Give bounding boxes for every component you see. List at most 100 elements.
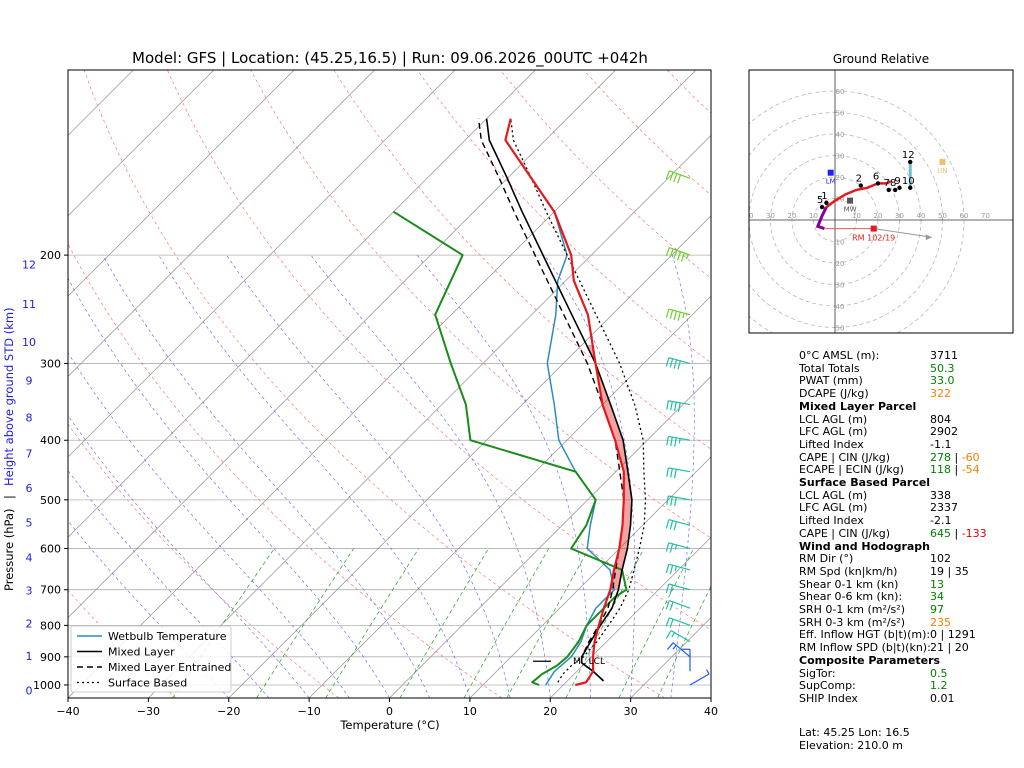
stat-row: RM Dir (°) 102	[799, 553, 1019, 566]
stat-value: 2337	[930, 501, 958, 515]
mixing-ratio-line	[256, 548, 354, 698]
hodograph-point	[886, 187, 891, 193]
hodograph-ring-label: 50	[836, 110, 845, 118]
barb-flag	[665, 308, 670, 318]
wind-barb	[689, 669, 710, 686]
km-tick-label: 10	[22, 336, 36, 349]
barb-half-flag	[671, 632, 675, 638]
stat-value: -1.1	[930, 437, 952, 451]
barb-half-flag	[682, 313, 685, 319]
stat-value: 322	[930, 387, 951, 401]
km-tick-label: 1	[26, 650, 33, 663]
legend-wetbulb: Wetbulb Temperature	[108, 630, 227, 643]
x-tick-label: 40	[704, 705, 718, 718]
barb-flag	[665, 630, 672, 639]
stat-label: 0°C AMSL (m):	[799, 349, 880, 362]
barb-flag	[665, 542, 670, 552]
barb-half-flag	[672, 644, 677, 650]
stat-label: RM Inflow SPD (b|t)(kn):	[799, 641, 931, 655]
stat-label: SRH 0-3 km (m²/s²)	[799, 615, 905, 629]
mixing-ratio-line	[325, 548, 420, 698]
stat-row: LCL AGL (m) 804	[799, 413, 1019, 427]
stat-row: Eff. Inflow HGT (b|t)(m): 0 | 1291	[799, 629, 1019, 642]
stat-label: Shear 0-1 km (kn)	[799, 577, 899, 591]
stat-label: SigTor:	[799, 666, 836, 680]
isotherm	[68, 70, 456, 458]
wind-barb	[681, 648, 691, 672]
moist-adiabat	[158, 254, 471, 698]
mixing-ratio-line	[657, 585, 711, 698]
stat-value: 102	[930, 552, 951, 566]
isotherm	[68, 70, 134, 136]
km-tick-label: 6	[26, 482, 33, 495]
stat-value: 1.2	[930, 679, 948, 693]
barb-flag	[669, 171, 674, 181]
isotherm	[469, 456, 711, 698]
hodograph-tick-label: 20	[874, 212, 883, 220]
stat-label: SupComp:	[799, 679, 856, 693]
hodograph-ring-label: 30	[836, 153, 845, 161]
isotherm	[148, 134, 711, 698]
barb-flag	[665, 247, 670, 257]
barb-flag	[674, 437, 677, 447]
mixing-ratio-line	[565, 548, 645, 698]
barb-flag	[673, 173, 678, 183]
wind-barb	[665, 563, 691, 575]
hodograph-ring-label: 20	[836, 260, 845, 268]
hodograph-frame	[748, 69, 1014, 334]
barb-staff	[668, 583, 691, 591]
stat-row: SupComp: 1.2	[799, 680, 1019, 693]
hodograph-trace-upper	[825, 180, 892, 209]
barb-staff	[669, 247, 691, 256]
y-tick-label: 500	[40, 494, 61, 507]
isotherm	[68, 70, 697, 698]
barb-flag	[677, 311, 681, 321]
hodograph-title: Ground Relative	[833, 52, 929, 66]
hodograph-ring-label: 50	[836, 325, 845, 333]
ml-cape-row: CAPE | CIN (J/kg) 278 | -60	[799, 450, 980, 464]
hodograph-tick-label: 40	[745, 212, 754, 220]
barb-flag	[673, 250, 678, 259]
km-tick-label: 0	[26, 684, 33, 697]
x-tick-label: −20	[217, 705, 240, 718]
wind-barb	[665, 583, 691, 594]
moist-adiabat	[68, 470, 270, 698]
stat-row: SRH 0-1 km (m²/s²) 97	[799, 603, 1019, 617]
y2-axis-label: Height above ground STD (km)	[2, 307, 16, 486]
legend-mixed-layer-entrained: Mixed Layer Entrained	[108, 661, 231, 674]
barb-flag	[680, 252, 685, 262]
hodograph-height-label: 5	[817, 195, 823, 206]
barb-flag	[673, 310, 678, 320]
stat-row: RM Inflow SPD (b|t)(kn): 21 | 20	[799, 641, 1019, 655]
hodograph-ring-label: 30	[836, 282, 845, 290]
barb-staff	[669, 170, 691, 179]
barb-flag	[666, 467, 669, 477]
stat-row: SigTor: 0.5	[799, 666, 1019, 681]
barb-flag	[665, 617, 670, 627]
barb-half-flag	[674, 544, 678, 550]
x-tick-label: 20	[543, 705, 557, 718]
skewt-grid	[68, 70, 711, 698]
barb-staff	[668, 495, 691, 501]
stat-value: 0.01	[930, 691, 955, 705]
isotherm	[389, 376, 711, 698]
moist-adiabat	[68, 414, 310, 698]
x-tick-label: 30	[624, 705, 638, 718]
dry-adiabat	[416, 70, 711, 364]
wind-barb	[665, 542, 691, 553]
hodograph-trace-0-1km	[815, 206, 828, 231]
hodograph-ring-label: 60	[836, 88, 845, 96]
barb-flag	[676, 174, 682, 184]
hodograph-height-label: 8	[890, 178, 896, 189]
moist-adiabat	[226, 254, 511, 698]
x-tick-label: −40	[56, 705, 79, 718]
sb-header: Surface Based Parcel	[799, 476, 931, 490]
hodograph-tick-label: 30	[766, 212, 775, 220]
dry-adiabat	[68, 423, 339, 698]
barb-flag	[673, 521, 678, 531]
legend: Wetbulb Temperature Mixed Layer Mixed Laye…	[70, 625, 232, 693]
hodograph-height-label: 6	[873, 171, 879, 182]
mixed-layer-line	[485, 118, 633, 682]
barb-flag	[669, 248, 674, 258]
stat-value: 13	[930, 577, 944, 591]
